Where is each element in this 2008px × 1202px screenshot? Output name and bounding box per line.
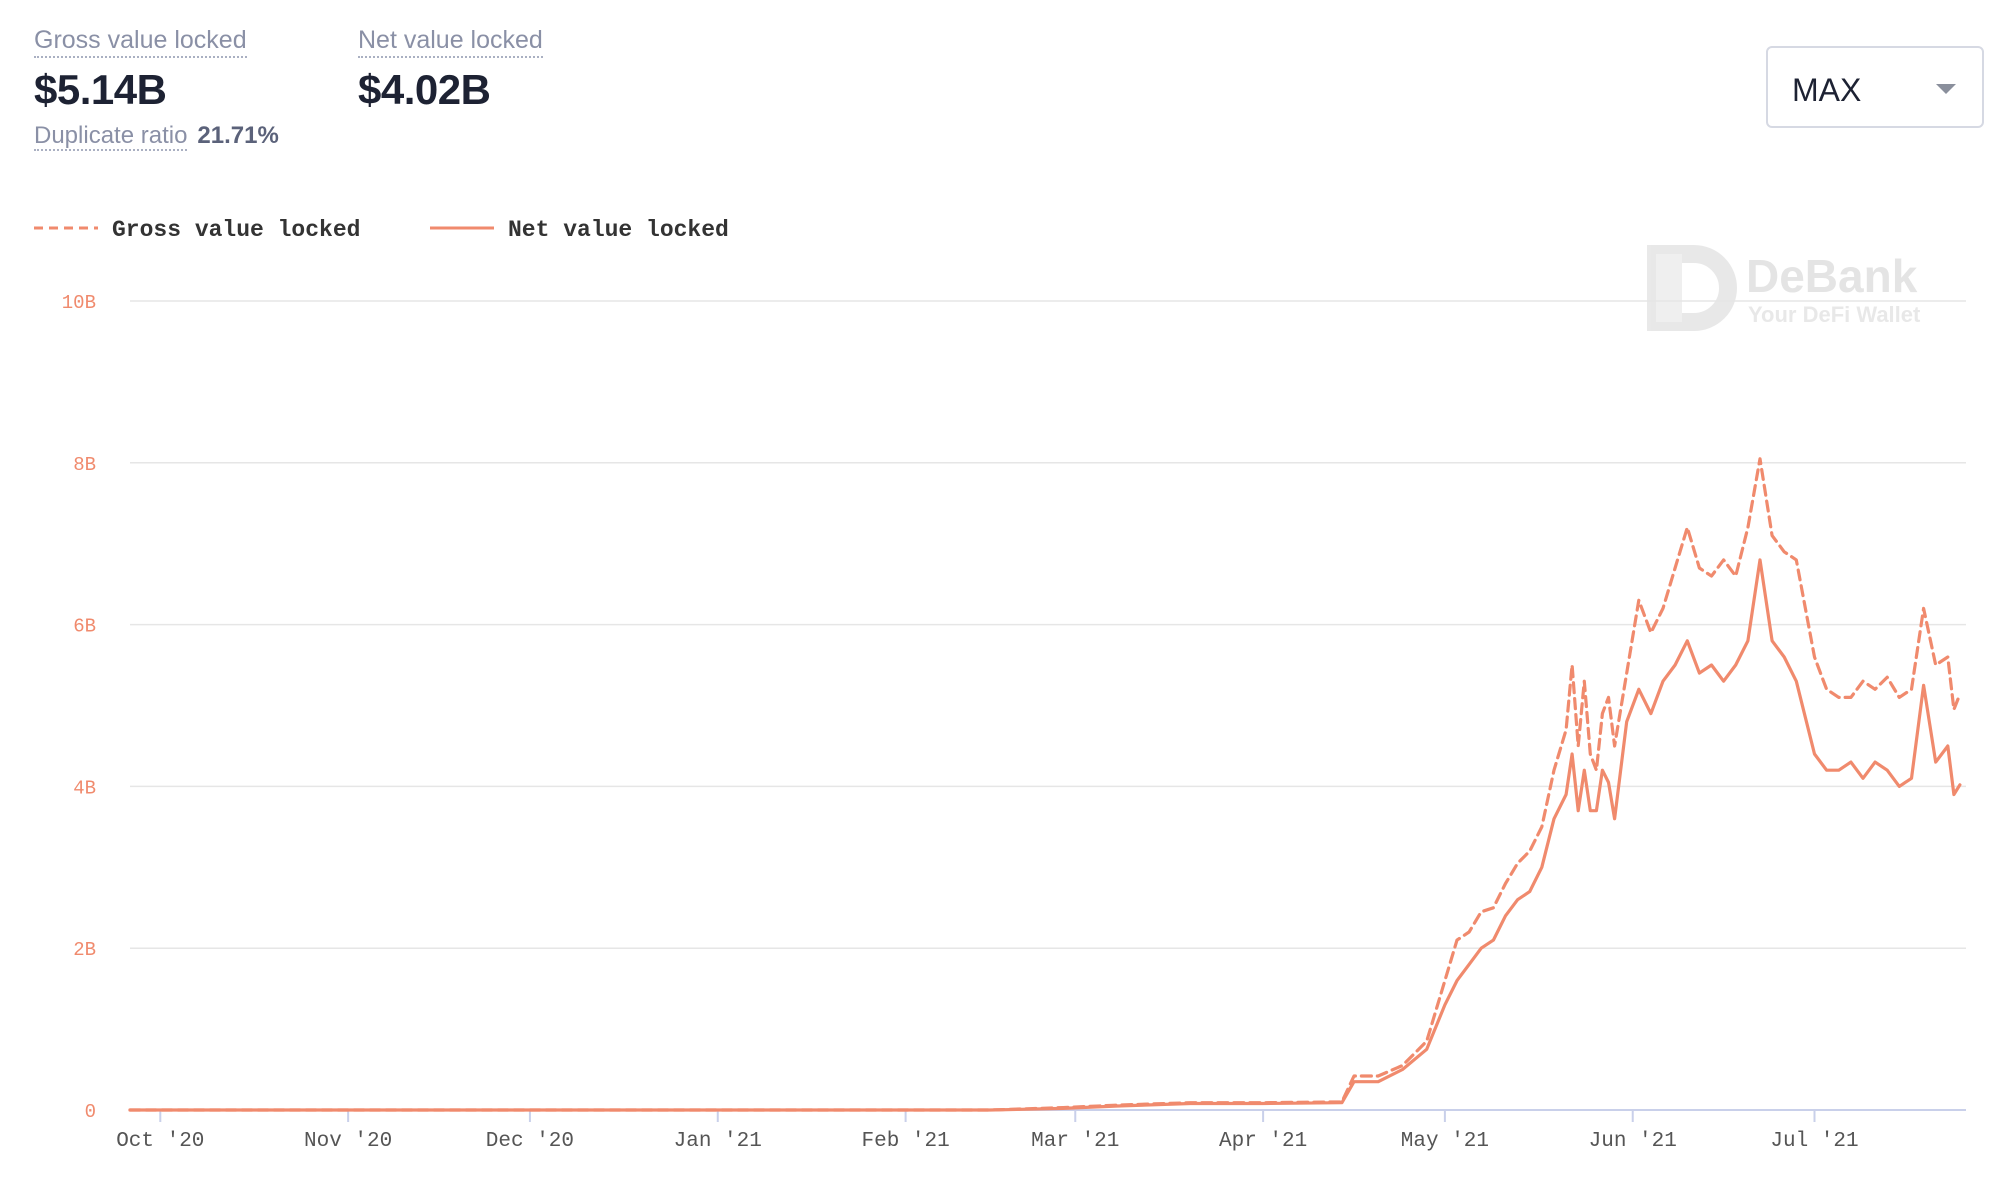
y-tick-label: 2B <box>73 939 96 961</box>
net-value-amount: $4.02B <box>358 66 491 113</box>
y-tick-label: 6B <box>73 616 96 638</box>
x-tick-label: Oct '20 <box>116 1130 204 1153</box>
series-line-gross-value-locked <box>128 457 1962 1112</box>
gross-value-label[interactable]: Gross value locked <box>34 26 247 58</box>
watermark-brand: DeBank <box>1746 250 1918 302</box>
duplicate-ratio-label[interactable]: Duplicate ratio <box>34 122 188 151</box>
x-tick-label: Jan '21 <box>674 1130 762 1153</box>
legend-label-gross[interactable]: Gross value locked <box>112 217 360 243</box>
y-tick-label: 4B <box>73 777 96 799</box>
gross-value-stat: Gross value locked $5.14B <box>34 26 247 114</box>
x-tick-label: Feb '21 <box>861 1130 949 1153</box>
x-tick-label: Jul '21 <box>1770 1130 1858 1153</box>
x-tick-label: Mar '21 <box>1031 1130 1119 1153</box>
time-range-select[interactable]: MAX <box>1766 46 1984 128</box>
chevron-down-icon <box>1936 84 1956 94</box>
duplicate-ratio: Duplicate ratio 21.71% <box>34 122 279 151</box>
debank-logo-icon <box>1647 245 1737 331</box>
series-line-net-value-locked <box>128 558 1962 1112</box>
legend-label-net[interactable]: Net value locked <box>508 217 729 243</box>
net-value-stat: Net value locked $4.02B <box>358 26 543 114</box>
watermark-tagline: Your DeFi Wallet <box>1748 302 1921 327</box>
time-range-value: MAX <box>1792 72 1862 108</box>
y-tick-label: 10B <box>62 292 96 314</box>
debank-watermark: DeBank Your DeFi Wallet <box>1647 245 1921 331</box>
y-tick-label: 8B <box>73 454 96 476</box>
x-tick-label: Dec '20 <box>486 1130 574 1153</box>
x-tick-label: Nov '20 <box>304 1130 392 1153</box>
x-tick-label: Apr '21 <box>1219 1130 1307 1153</box>
gross-value-amount: $5.14B <box>34 66 167 113</box>
x-tick-label: Jun '21 <box>1589 1130 1677 1153</box>
x-tick-label: May '21 <box>1401 1130 1489 1153</box>
y-tick-label: 0 <box>85 1101 96 1123</box>
net-value-label[interactable]: Net value locked <box>358 26 543 58</box>
duplicate-ratio-value: 21.71% <box>197 122 279 149</box>
chart-legend: Gross value locked Net value locked <box>34 217 729 243</box>
